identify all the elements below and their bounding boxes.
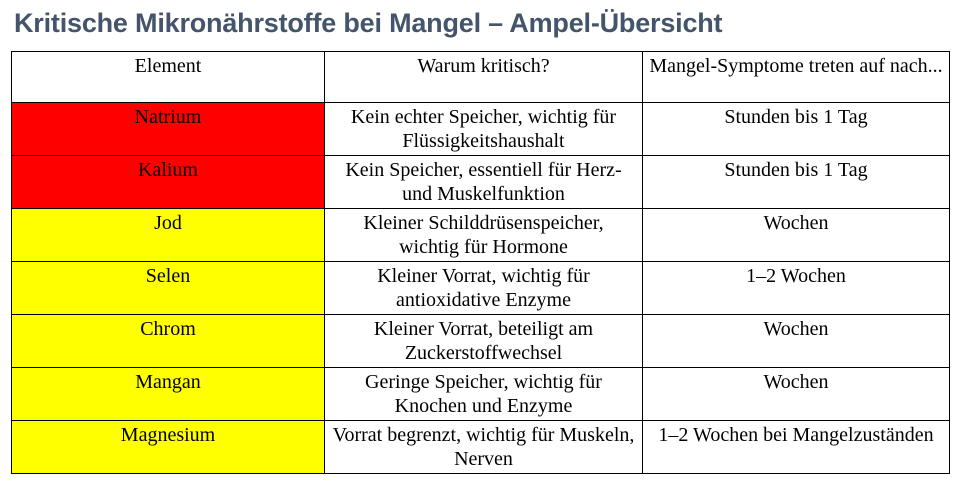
table-row: Mangan Geringe Speicher, wichtig für Kno… <box>11 367 950 421</box>
element-cell: Kalium <box>11 155 325 209</box>
element-cell: Magnesium <box>11 420 325 474</box>
reason-cell: Kleiner Vorrat, beteiligt am Zuckerstoff… <box>324 314 643 368</box>
table-row: Magnesium Vorrat begrenzt, wichtig für M… <box>11 420 950 474</box>
element-cell: Jod <box>11 208 325 262</box>
table-row: Natrium Kein echter Speicher, wichtig fü… <box>11 102 950 156</box>
reason-cell: Kleiner Schilddrüsenspeicher, wichtig fü… <box>324 208 643 262</box>
onset-cell: Stunden bis 1 Tag <box>642 155 950 209</box>
table-row: Kalium Kein Speicher, essentiell für Her… <box>11 155 950 209</box>
onset-cell: Wochen <box>642 208 950 262</box>
reason-cell: Vorrat begrenzt, wichtig für Muskeln, Ne… <box>324 420 643 474</box>
onset-cell: Wochen <box>642 314 950 368</box>
onset-cell: 1–2 Wochen <box>642 261 950 315</box>
onset-cell: Wochen <box>642 367 950 421</box>
table-row: Chrom Kleiner Vorrat, beteiligt am Zucke… <box>11 314 950 368</box>
micronutrient-table: Element Warum kritisch? Mangel-Symptome … <box>11 51 950 474</box>
table-header-row: Element Warum kritisch? Mangel-Symptome … <box>11 51 950 103</box>
header-element: Element <box>11 51 325 103</box>
reason-cell: Kleiner Vorrat, wichtig für antioxidativ… <box>324 261 643 315</box>
element-cell: Selen <box>11 261 325 315</box>
reason-cell: Kein Speicher, essentiell für Herz- und … <box>324 155 643 209</box>
element-cell: Natrium <box>11 102 325 156</box>
element-cell: Mangan <box>11 367 325 421</box>
onset-cell: 1–2 Wochen bei Mangelzuständen <box>642 420 950 474</box>
reason-cell: Kein echter Speicher, wichtig für Flüssi… <box>324 102 643 156</box>
header-reason: Warum kritisch? <box>324 51 643 103</box>
header-onset: Mangel-Symptome treten auf nach... <box>642 51 950 103</box>
element-cell: Chrom <box>11 314 325 368</box>
onset-cell: Stunden bis 1 Tag <box>642 102 950 156</box>
table-row: Jod Kleiner Schilddrüsenspeicher, wichti… <box>11 208 950 262</box>
table-row: Selen Kleiner Vorrat, wichtig für antiox… <box>11 261 950 315</box>
page-title: Kritische Mikronährstoffe bei Mangel – A… <box>14 8 723 38</box>
reason-cell: Geringe Speicher, wichtig für Knochen un… <box>324 367 643 421</box>
